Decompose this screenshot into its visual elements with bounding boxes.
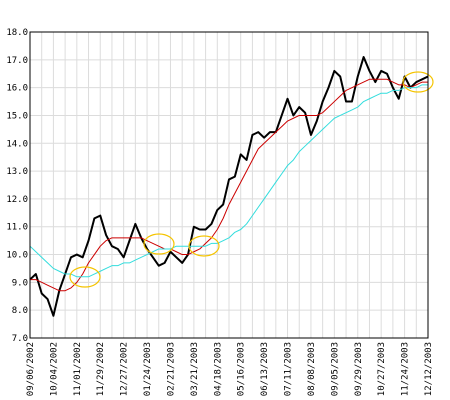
x-tick-label: 09/06/2002: [26, 342, 36, 396]
x-tick-label: 02/21/2003: [166, 342, 176, 396]
x-tick-label: 11/01/2002: [73, 342, 83, 396]
plot-frame: [29, 31, 429, 339]
x-tick-label: 12/12/2003: [424, 342, 434, 396]
y-tick-label: 7.0: [12, 334, 28, 344]
y-tick-label: 12.0: [6, 195, 28, 205]
highlight-ellipse: [69, 266, 101, 288]
series-line: [29, 84, 428, 278]
y-tick-label: 14.0: [6, 139, 28, 149]
highlight-ellipse: [402, 71, 434, 93]
series-line: [30, 78, 428, 292]
highlight-ellipse: [143, 233, 175, 255]
x-tick-label: 11/24/2003: [401, 342, 411, 396]
y-tick-label: 17.0: [6, 56, 28, 66]
x-tick-label: 01/24/2003: [143, 342, 153, 396]
y-tick-label: 9.0: [12, 278, 28, 288]
lines: [29, 56, 429, 317]
x-tick-label: 05/16/2003: [237, 342, 247, 396]
x-tick-label: 12/27/2002: [120, 342, 130, 396]
y-tick-label: 8.0: [12, 306, 28, 316]
grid: [29, 31, 429, 339]
x-tick-label: 10/27/2003: [377, 342, 387, 396]
x-tick-label: 03/21/2003: [190, 342, 200, 396]
x-tick-label: 09/29/2003: [354, 342, 364, 396]
y-tick-label: 16.0: [6, 84, 28, 94]
highlights: [69, 71, 434, 288]
y-tick-label: 15.0: [6, 111, 28, 121]
y-tick-label: 11.0: [6, 223, 28, 233]
x-tick-label: 08/08/2003: [307, 342, 317, 396]
x-tick-label: 10/04/2002: [49, 342, 59, 396]
x-tick-label: 06/13/2003: [260, 342, 270, 396]
x-tick-label: 04/18/2003: [213, 342, 223, 396]
highlight-ellipse: [188, 235, 220, 257]
y-tick-label: 18.0: [6, 28, 28, 38]
x-tick-label: 11/29/2002: [96, 342, 106, 396]
series-line: [29, 56, 429, 317]
x-tick-label: 09/05/2003: [330, 342, 340, 396]
x-tick-label: 07/11/2003: [284, 342, 294, 396]
y-tick-label: 13.0: [6, 167, 28, 177]
y-tick-label: 10.0: [6, 251, 28, 261]
